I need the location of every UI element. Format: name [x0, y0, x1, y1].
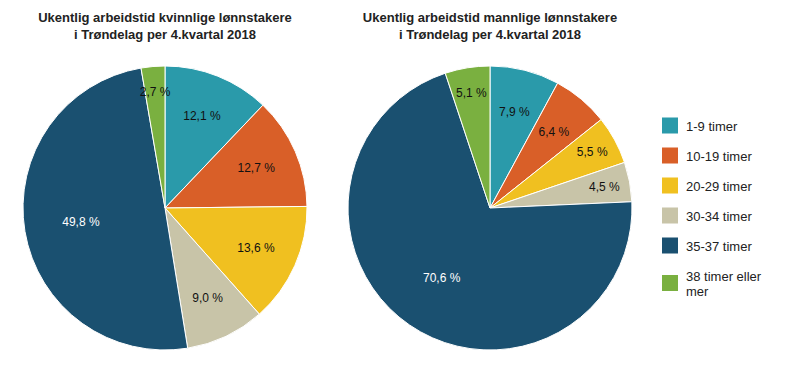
data-label: 2,7 %	[140, 85, 171, 99]
pie-slice	[445, 66, 490, 208]
legend-label: 20-29 timer	[686, 178, 752, 193]
chart-svg: Ukentlig arbeidstid kvinnlige lønnstaker…	[0, 0, 800, 365]
pie-slice	[165, 105, 307, 208]
data-labels: 12,1 % 12,7 % 13,6 % 9,0 % 49,8 % 2,7 %	[62, 85, 275, 305]
legend-swatch	[662, 148, 678, 164]
data-label: 6,4 %	[538, 125, 569, 139]
data-labels: 7,9 % 6,4 % 5,5 % 4,5 % 70,6 % 5,1 %	[423, 86, 620, 285]
data-label: 4,5 %	[589, 180, 620, 194]
data-label: 5,1 %	[456, 86, 487, 100]
legend-label: 10-19 timer	[686, 148, 752, 163]
legend-swatch	[662, 178, 678, 194]
legend-swatch	[662, 118, 678, 134]
pie-title: Ukentlig arbeidstid kvinnlige lønnstaker…	[38, 10, 292, 42]
data-label: 13,6 %	[237, 241, 275, 255]
pie	[348, 66, 632, 350]
chart-container: Ukentlig arbeidstid kvinnlige lønnstaker…	[0, 0, 800, 365]
data-label: 12,1 %	[183, 109, 221, 123]
pie	[23, 66, 307, 350]
legend-label: 1-9 timer	[686, 118, 738, 133]
data-label: 9,0 %	[192, 291, 223, 305]
pie-slice	[490, 162, 632, 208]
pie-title: Ukentlig arbeidstid mannlige lønnstakere…	[363, 10, 617, 42]
data-label: 70,6 %	[423, 271, 461, 285]
legend-swatch	[662, 238, 678, 254]
data-label: 12,7 %	[237, 161, 275, 175]
legend-swatch	[662, 275, 678, 291]
legend-swatch	[662, 208, 678, 224]
data-label: 49,8 %	[62, 215, 100, 229]
data-label: 7,9 %	[499, 105, 530, 119]
data-label: 5,5 %	[577, 145, 608, 159]
legend-label: 35-37 timer	[686, 238, 752, 253]
legend: 1-9 timer 10-19 timer 20-29 timer 30-34 tim…	[662, 118, 762, 299]
legend-label: 30-34 timer	[686, 208, 752, 223]
legend-label: 38 timer ellermer	[686, 268, 762, 298]
